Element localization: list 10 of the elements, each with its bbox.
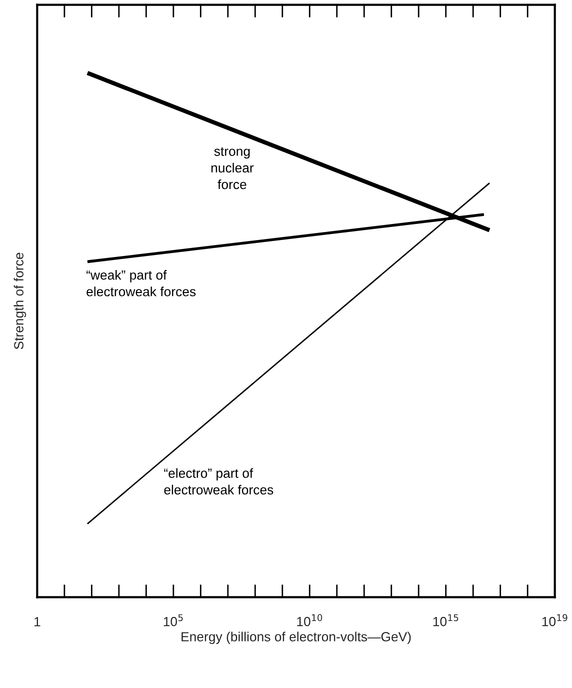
series-label: “weak” part of electroweak forces bbox=[86, 270, 196, 296]
x-tick-label: 1 bbox=[34, 617, 40, 626]
series-label: “electro” part of electroweak forces bbox=[164, 468, 274, 494]
x-axis-title: Energy (billions of electron-volts—GeV) bbox=[182, 632, 411, 644]
x-tick-label: 10$^{5}$ bbox=[164, 614, 183, 626]
series-label: strong nuclear force bbox=[211, 147, 254, 190]
x-tick-label: 10$^{19}$ bbox=[542, 614, 568, 626]
y-axis-title: Strength of force bbox=[14, 252, 26, 350]
x-tick-label: 10$^{15}$ bbox=[433, 614, 458, 626]
x-tick-label: 10$^{10}$ bbox=[297, 614, 322, 626]
